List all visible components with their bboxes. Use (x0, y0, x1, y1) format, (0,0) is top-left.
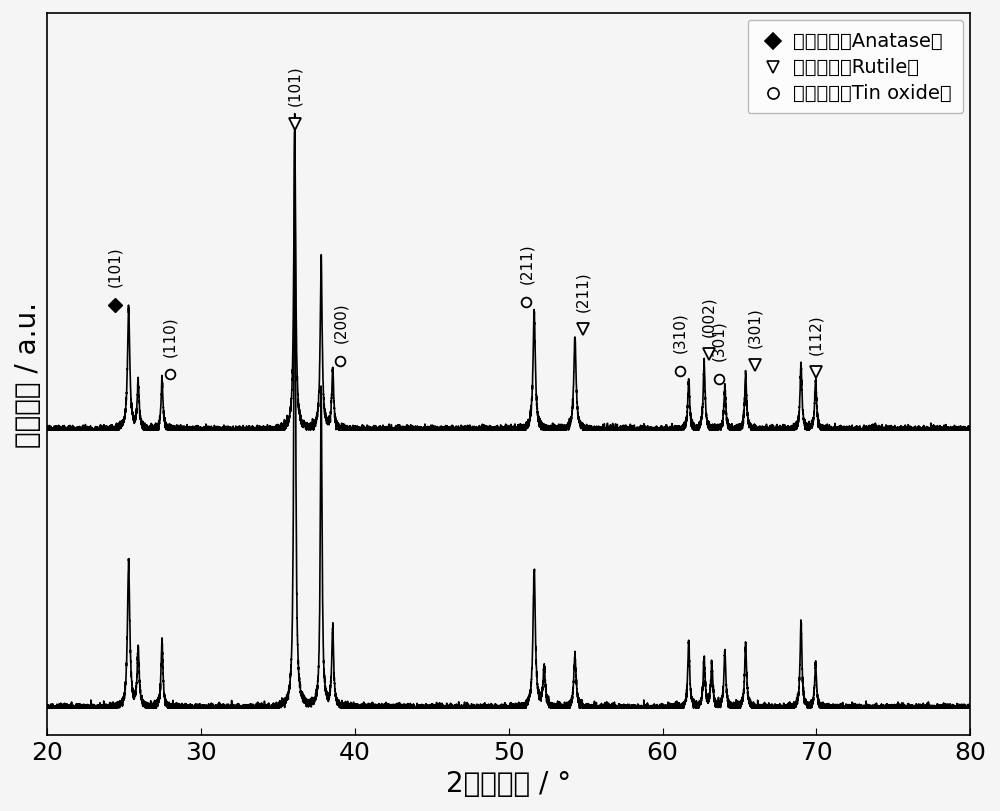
Text: (112): (112) (808, 314, 823, 354)
Text: (101): (101) (287, 66, 302, 106)
Text: (211): (211) (519, 243, 534, 284)
X-axis label: 2倍衔射角 / °: 2倍衔射角 / ° (446, 769, 571, 797)
Text: (310): (310) (672, 312, 687, 353)
Text: (301): (301) (711, 320, 726, 361)
Legend: 锐钒矿相（Anatase）, 金红石相（Rutile）, 二氧化锡（Tin oxide）: 锐钒矿相（Anatase）, 金红石相（Rutile）, 二氧化锡（Tin ox… (748, 21, 963, 114)
Text: (002): (002) (701, 296, 716, 337)
Text: (101): (101) (107, 247, 122, 287)
Text: (211): (211) (575, 271, 590, 311)
Text: (200): (200) (333, 303, 348, 343)
Text: (110): (110) (162, 315, 177, 356)
Y-axis label: 相对强度 / a.u.: 相对强度 / a.u. (14, 302, 42, 447)
Text: (301): (301) (747, 307, 762, 347)
